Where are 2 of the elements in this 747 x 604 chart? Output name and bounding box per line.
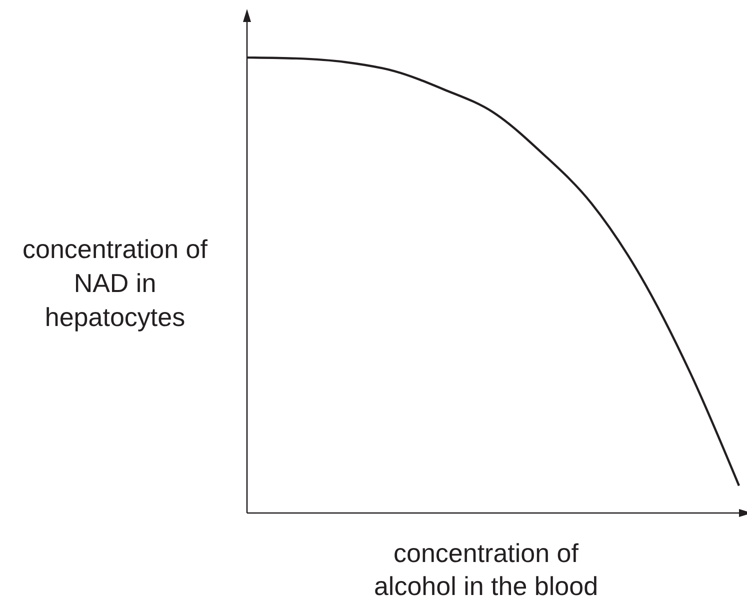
y-axis-title: concentration of NAD in hepatocytes bbox=[21, 233, 208, 334]
x-axis-title: concentration of alcohol in the blood bbox=[372, 537, 600, 603]
